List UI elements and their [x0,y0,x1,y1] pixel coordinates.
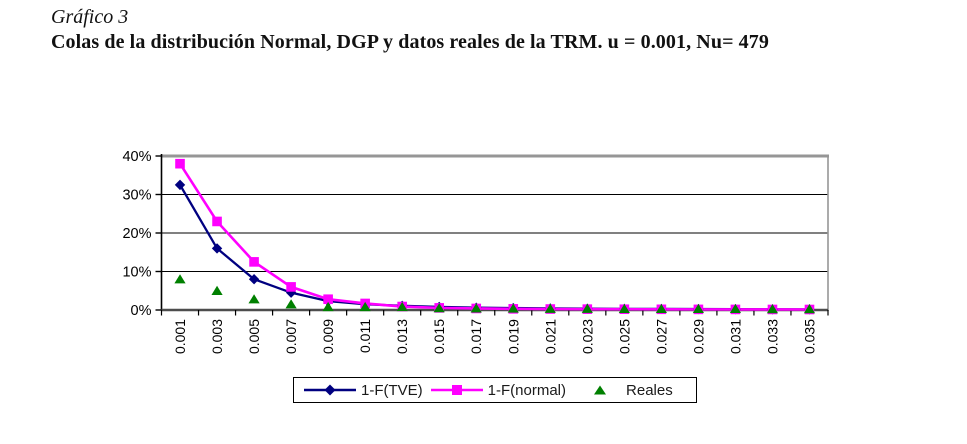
legend-label-reales: Reales [626,381,673,399]
y-gridlines [161,194,828,272]
svg-text:0.035: 0.035 [801,319,817,354]
svg-text:0.029: 0.029 [690,319,706,354]
svg-text:0.021: 0.021 [542,319,558,354]
svg-text:0.017: 0.017 [468,319,484,354]
svg-text:0.001: 0.001 [172,319,188,354]
legend: 1-F(TVE) 1-F(normal) Reales [293,377,697,403]
svg-text:0.025: 0.025 [616,319,632,354]
reales-triangle-icon [594,385,607,395]
legend-label-tve: 1-F(TVE) [361,381,423,399]
svg-text:0.015: 0.015 [431,319,447,354]
svg-text:0.007: 0.007 [283,319,299,354]
legend-item-tve: 1-F(TVE) [302,382,423,399]
series-line-1 [178,162,810,311]
svg-text:0.011: 0.011 [357,319,373,353]
legend-item-normal: 1-F(normal) [429,382,566,399]
series-markers-1 [175,158,815,315]
series-markers-0 [174,179,815,315]
x-axis [160,308,829,316]
svg-text:40%: 40% [122,149,151,165]
figure-title: Colas de la distribución Normal, DGP y d… [51,31,769,53]
series-markers-2 [174,274,816,314]
svg-text:10%: 10% [122,265,151,281]
legend-label-normal: 1-F(normal) [487,381,567,399]
svg-text:0.009: 0.009 [320,319,336,354]
normal-line-square-icon [430,385,483,395]
svg-text:30%: 30% [122,188,151,204]
svg-text:0.033: 0.033 [764,319,780,354]
legend-item-reales: Reales [592,382,673,399]
svg-text:0.023: 0.023 [579,319,595,354]
y-tick-labels: 0% 10% 20% 30% 40% [122,149,151,319]
y-axis [155,154,163,311]
svg-text:0%: 0% [131,303,152,319]
svg-text:0.003: 0.003 [209,319,225,354]
svg-text:0.027: 0.027 [653,319,669,354]
svg-text:0.031: 0.031 [727,319,743,354]
svg-text:0.019: 0.019 [505,319,521,354]
svg-text:20%: 20% [122,226,151,242]
svg-text:0.013: 0.013 [394,319,410,354]
figure-label: Gráfico 3 [51,6,129,28]
series-line-0 [179,184,810,311]
tve-line-diamond-icon [304,384,356,396]
x-tick-labels: 0.001 0.003 0.005 0.007 0.009 0.011 0.013 0.015… [172,319,817,354]
svg-text:0.005: 0.005 [246,319,262,354]
